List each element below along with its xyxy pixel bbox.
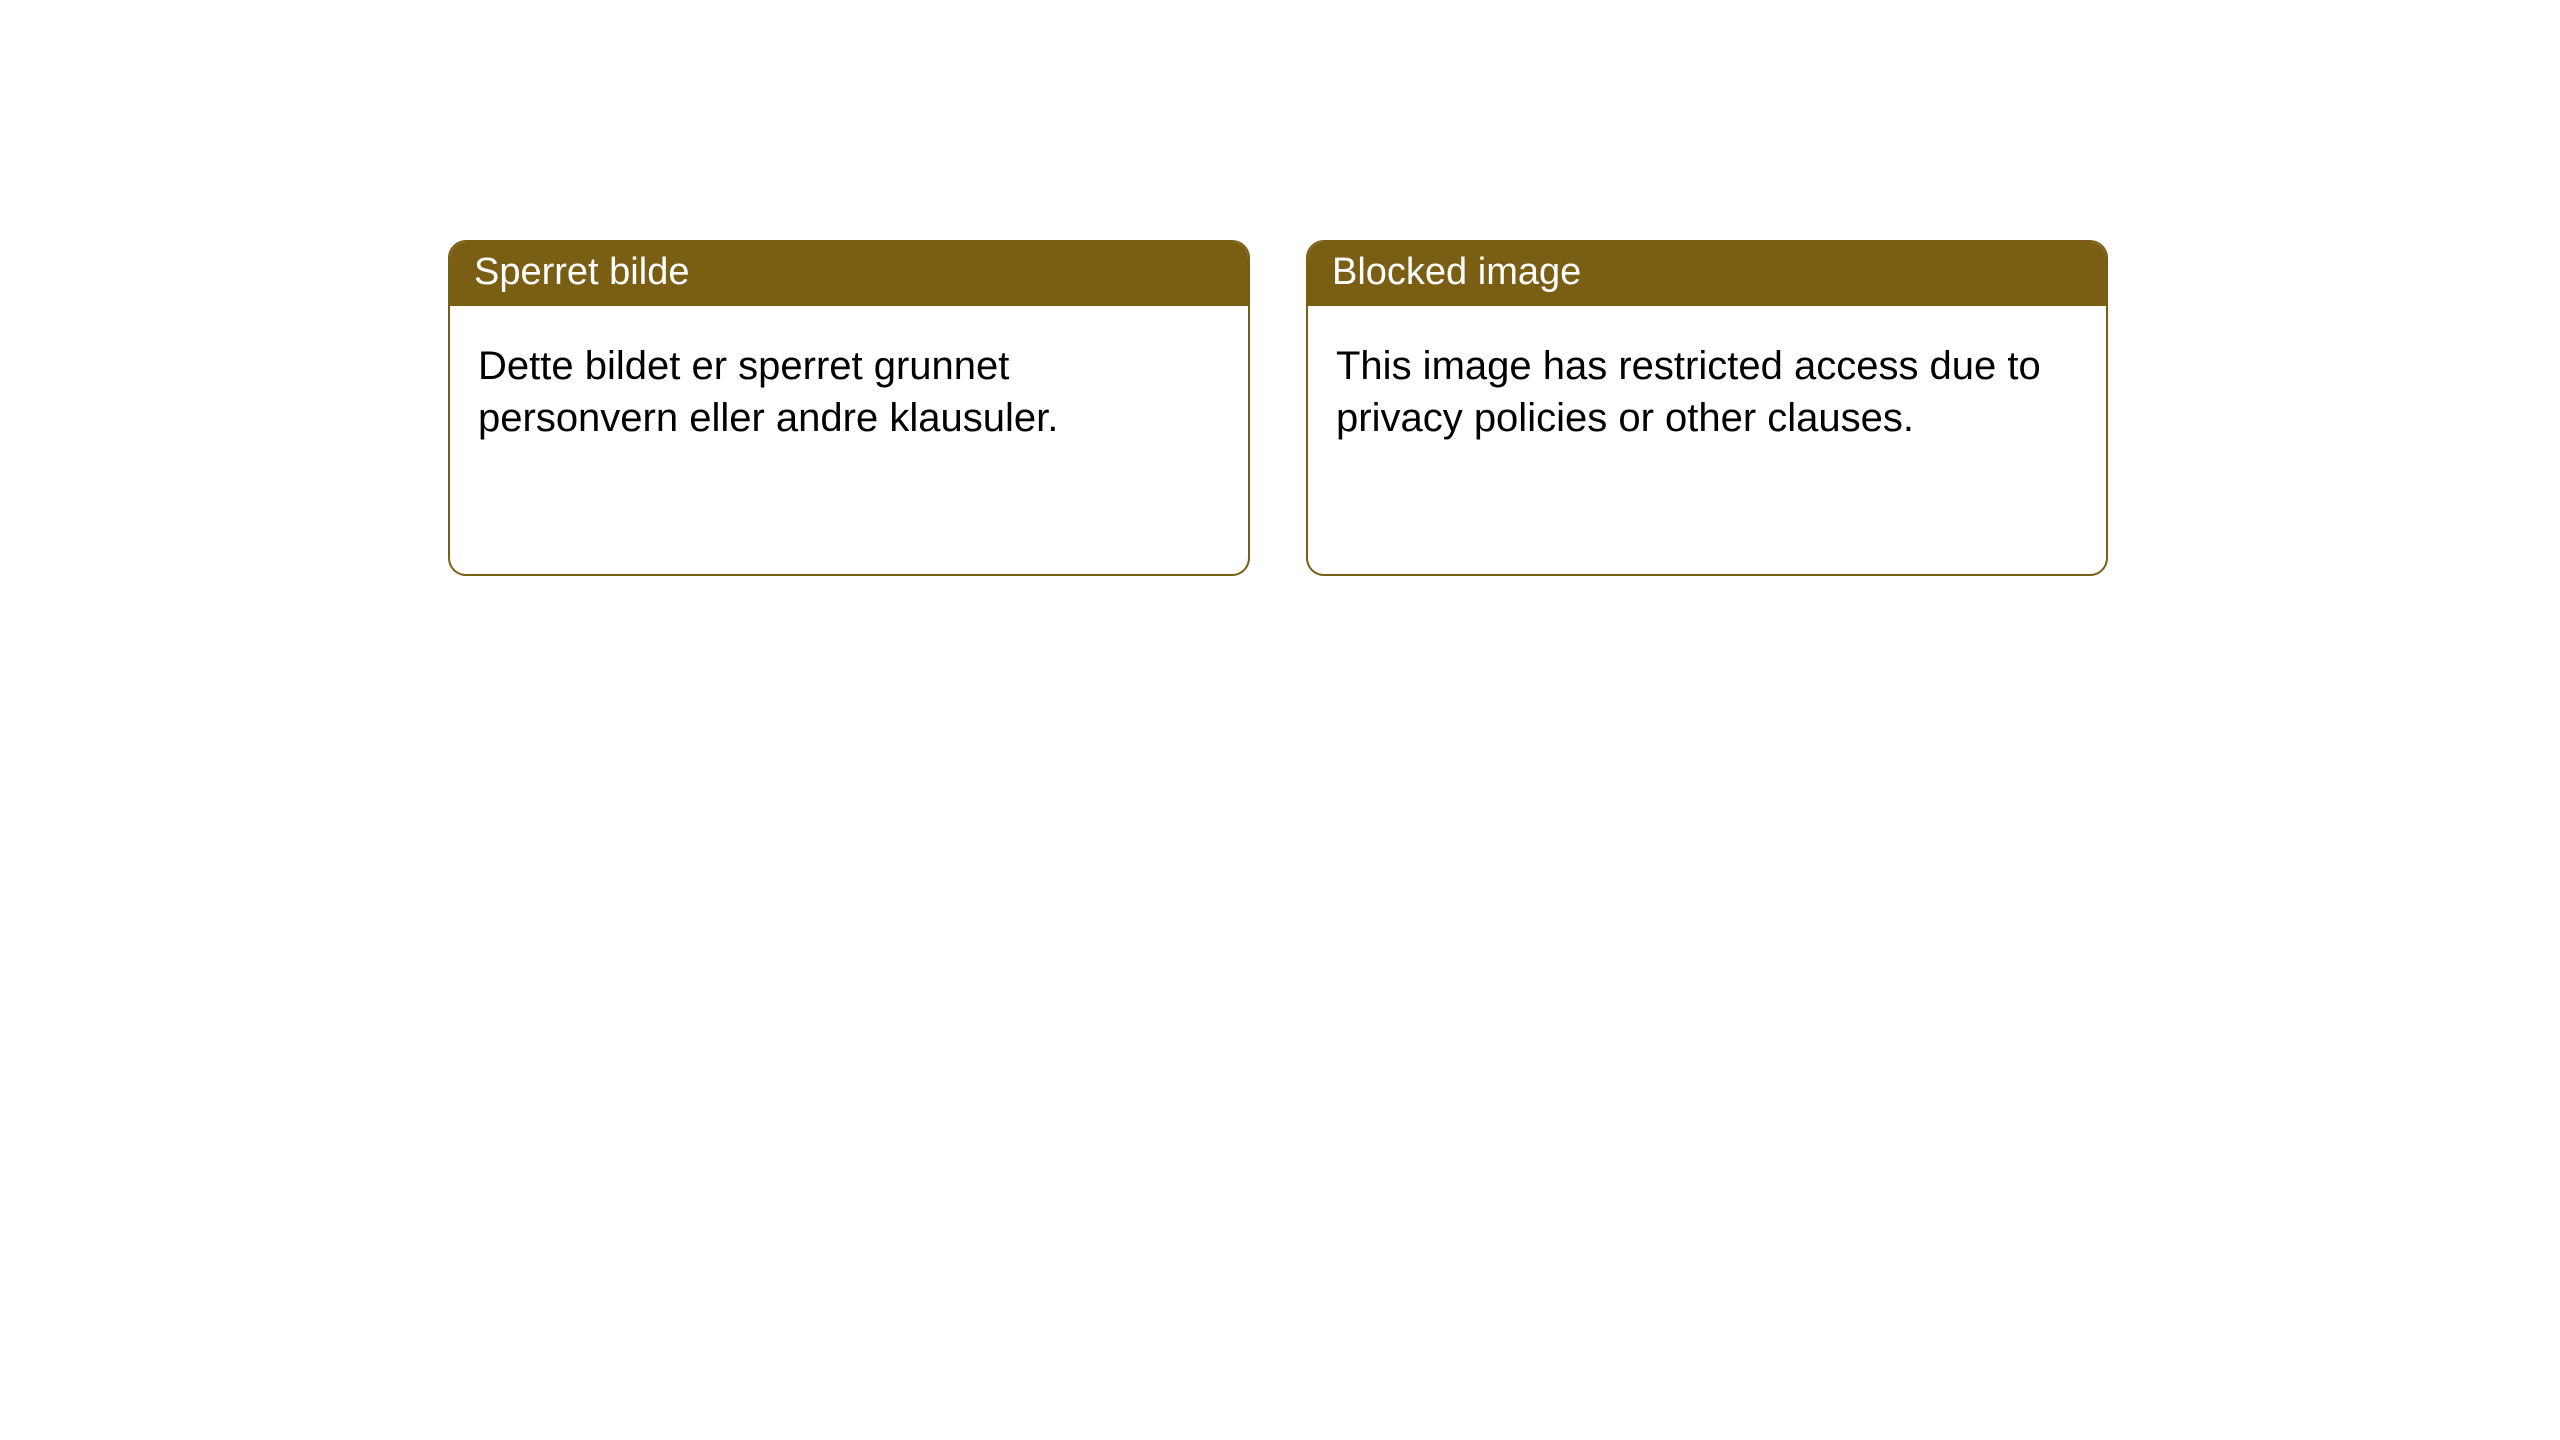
- notice-card-norwegian: Sperret bilde Dette bildet er sperret gr…: [448, 240, 1250, 576]
- notice-title: Blocked image: [1332, 251, 1581, 293]
- notice-message: This image has restricted access due to …: [1336, 344, 2041, 440]
- notice-message: Dette bildet er sperret grunnet personve…: [478, 344, 1058, 440]
- notice-title: Sperret bilde: [474, 251, 689, 293]
- notice-card-english: Blocked image This image has restricted …: [1306, 240, 2108, 576]
- notice-header: Sperret bilde: [450, 242, 1248, 306]
- notice-container: Sperret bilde Dette bildet er sperret gr…: [0, 0, 2560, 576]
- notice-body: This image has restricted access due to …: [1308, 306, 2106, 478]
- notice-body: Dette bildet er sperret grunnet personve…: [450, 306, 1248, 478]
- notice-header: Blocked image: [1308, 242, 2106, 306]
